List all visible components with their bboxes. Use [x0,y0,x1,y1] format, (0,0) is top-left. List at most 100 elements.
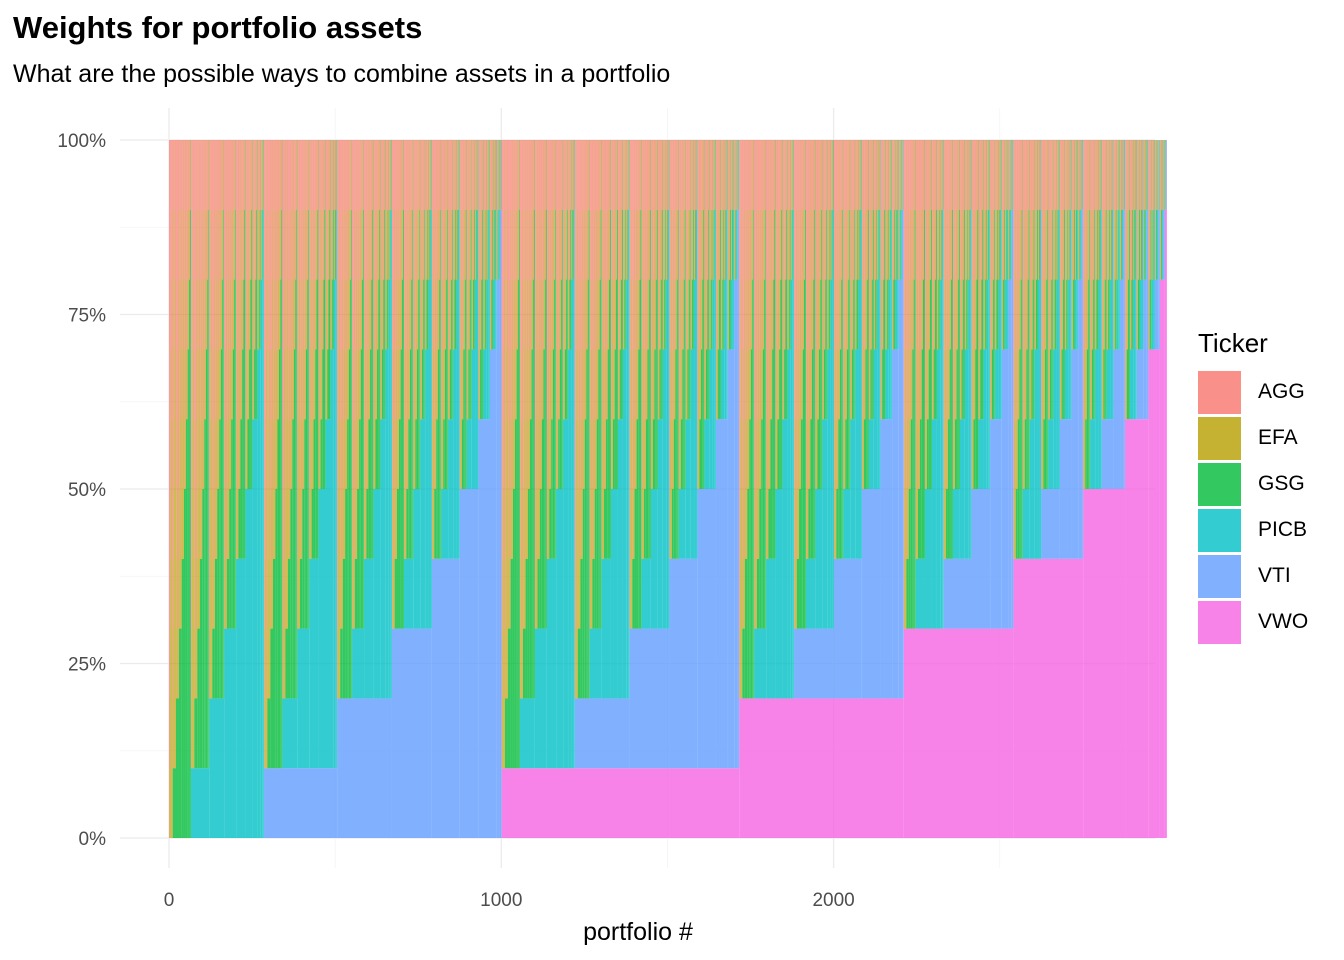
bar-picb [931,419,937,629]
bar-gsg [682,349,684,489]
bar-gsg [742,628,745,699]
bar-gsg [372,209,374,559]
bar-gsg [202,489,205,769]
bar-gsg [172,768,176,838]
bar-picb [534,628,547,769]
bar-gsg [512,489,515,769]
bar-gsg [753,209,754,699]
bar-vti [861,489,881,699]
bar-vwo [501,768,740,838]
bar-gsg [212,628,215,699]
bar-gsg [821,209,822,490]
bar-picb [1156,209,1158,280]
bar-gsg [592,558,595,629]
bar-gsg [480,349,482,420]
bar-picb [617,419,623,699]
bar-picb [413,489,421,629]
bar-gsg [243,279,245,559]
bar-gsg [354,558,358,629]
bar-picb [563,419,569,769]
bar-vwo [1164,209,1167,839]
bar-vti [892,349,899,699]
bar-vti [990,419,1002,629]
bar-gsg [555,209,556,559]
bar-gsg [913,279,915,629]
bar-gsg [928,349,930,489]
bar-gsg [899,209,901,280]
bar-gsg [175,698,179,838]
bar-gsg [1099,209,1101,280]
bar-gsg [1047,209,1048,490]
bar-gsg [204,419,206,769]
bar-gsg [717,349,719,420]
bar-gsg [654,349,656,489]
bar-gsg [996,279,998,350]
bar-picb [678,489,686,559]
bar-gsg [1024,419,1027,489]
bar-gsg [1115,209,1117,350]
bar-gsg [1062,279,1064,420]
bar-picb [477,209,479,490]
bar-gsg [676,279,678,559]
bar-gsg [710,279,712,350]
bar-gsg [1137,279,1139,350]
bar-picb [970,209,972,559]
bar-gsg [648,279,650,559]
bar-gsg [687,349,689,420]
bar-gsg [302,489,305,629]
bar-gsg [605,419,608,559]
bar-gsg [756,558,760,629]
bar-gsg [1103,349,1105,420]
bar-gsg [454,279,456,350]
bar-gsg [939,209,940,350]
bar-vti [478,419,490,838]
bar-gsg [402,209,404,629]
bar-gsg [725,209,726,280]
bar-picb [873,349,878,489]
bar-gsg [543,349,545,629]
bar-gsg [231,419,233,629]
bar-gsg [1057,209,1059,280]
bar-gsg [384,209,385,420]
bar-gsg [882,349,884,420]
bar-gsg [866,279,868,489]
bar-gsg [234,279,236,629]
bar-picb [318,489,326,769]
bar-gsg [954,419,957,489]
bar-gsg [185,419,188,838]
bar-gsg [761,419,763,629]
bar-gsg [1129,209,1130,420]
bar-picb [335,209,337,769]
bar-gsg [785,279,787,420]
bar-gsg [1108,279,1110,350]
bar-gsg [957,279,959,489]
bar-gsg [853,279,855,420]
bar-gsg [476,209,477,280]
bar-gsg [389,209,391,280]
bar-picb [622,349,627,699]
bar-gsg [331,279,333,350]
bar-gsg [584,419,587,699]
bar-gsg [1009,209,1011,280]
bar-gsg [275,489,278,769]
bar-gsg [235,209,236,629]
bar-picb [952,489,960,559]
bar-gsg [378,279,380,489]
bar-picb [573,209,575,769]
bar-gsg [692,279,694,350]
bar-gsg [183,489,186,838]
bar-gsg [1061,349,1063,420]
bar-gsg [805,209,806,629]
bar-gsg [786,209,788,420]
bar-gsg [841,279,843,559]
bar-picb [571,279,574,769]
bar-gsg [719,209,721,420]
bar-picb [1048,419,1054,489]
bar-picb [262,209,264,839]
bar-vti [264,768,338,838]
bar-gsg [941,209,942,280]
bar-gsg [481,279,483,420]
bar-vti [715,419,728,769]
bar-gsg [652,419,655,489]
bar-gsg [600,209,602,629]
